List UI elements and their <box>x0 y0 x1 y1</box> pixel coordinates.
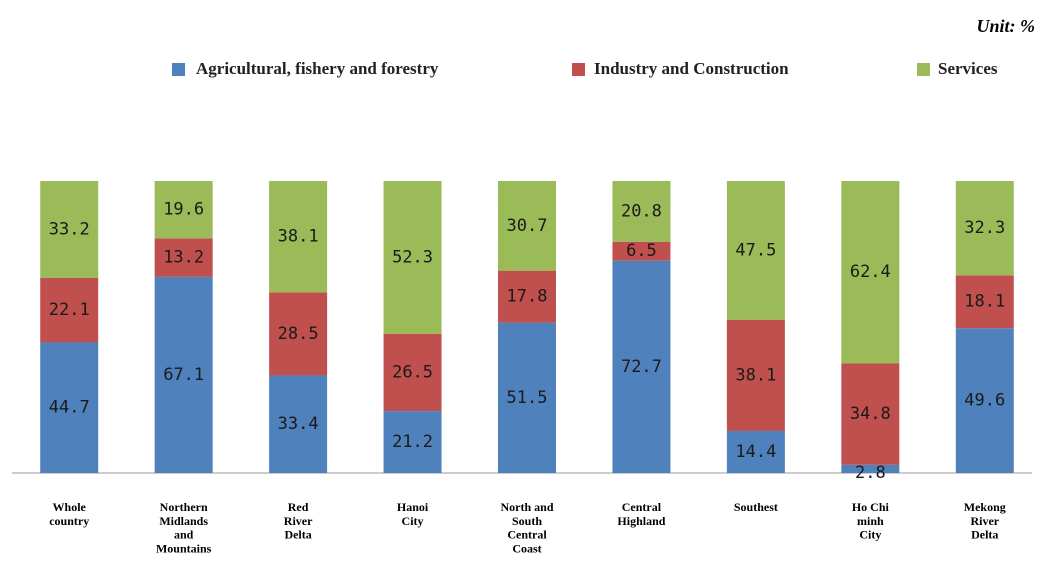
bar-segment <box>154 238 213 277</box>
value-label: 13.2 <box>163 248 204 268</box>
value-label: 26.5 <box>392 362 433 382</box>
x-tick-label: Central Highland <box>617 500 665 528</box>
bar-segment <box>383 411 442 473</box>
x-tick-label: Hanoi City <box>397 500 429 528</box>
value-label: 14.4 <box>735 442 776 462</box>
bar-segment <box>383 181 442 334</box>
value-label: 19.6 <box>163 200 204 220</box>
bar-segment <box>726 430 785 473</box>
bar-segment <box>841 181 900 364</box>
bar-segment <box>40 342 99 473</box>
x-tick-label: Ho Chi minh City <box>852 500 890 542</box>
bar-segment <box>269 181 328 293</box>
bar-segment <box>612 241 671 261</box>
value-label: 22.1 <box>49 300 90 320</box>
bar-segment <box>269 375 328 473</box>
value-label: 33.4 <box>278 414 319 434</box>
bar-segment <box>726 319 785 431</box>
value-label: 67.1 <box>163 365 204 385</box>
bar-segment <box>40 181 99 278</box>
bar-segment <box>40 277 99 343</box>
value-label: 49.6 <box>964 391 1005 411</box>
legend-label: Agricultural, fishery and forestry <box>196 59 439 78</box>
value-label: 21.2 <box>392 432 433 452</box>
bar-segment <box>154 181 213 239</box>
bar-segment <box>498 181 556 271</box>
bar-segment <box>383 333 442 412</box>
value-label: 52.3 <box>392 247 433 267</box>
bar-segment <box>841 464 900 473</box>
value-label: 33.2 <box>49 219 90 239</box>
x-tick-label: Whole country <box>49 500 89 528</box>
value-label: 17.8 <box>507 287 548 307</box>
value-label: 62.4 <box>850 262 891 282</box>
bar-segment <box>498 322 556 473</box>
bar-segment <box>154 276 213 473</box>
value-label: 72.7 <box>621 357 662 377</box>
legend-label: Services <box>938 59 998 78</box>
legend-swatch <box>572 63 585 76</box>
x-tick-label: Southest <box>734 500 778 514</box>
bar-segment <box>269 292 328 376</box>
value-label: 2.8 <box>855 463 886 483</box>
legend-swatch <box>917 63 930 76</box>
value-label: 47.5 <box>735 240 776 260</box>
value-label: 32.3 <box>964 218 1005 238</box>
bar-segment <box>498 270 556 323</box>
x-tick-label: Northern Midlands and Mountains <box>156 500 212 555</box>
bar-segment <box>955 275 1014 329</box>
value-label: 20.8 <box>621 201 662 221</box>
value-label: 30.7 <box>507 216 548 236</box>
value-label: 38.1 <box>278 227 319 247</box>
legend-swatch <box>172 63 185 76</box>
bar-segment <box>612 181 671 242</box>
bar-segment <box>955 181 1014 276</box>
bar-segment <box>726 181 785 320</box>
value-label: 38.1 <box>735 365 776 385</box>
legend-label: Industry and Construction <box>594 59 789 78</box>
value-label: 18.1 <box>964 292 1005 312</box>
value-label: 34.8 <box>850 404 891 424</box>
bar-segment <box>955 328 1014 473</box>
value-label: 51.5 <box>507 388 548 408</box>
bar-segment <box>841 363 900 465</box>
x-tick-label: North and South Central Coast <box>500 500 553 555</box>
unit-label: Unit: % <box>977 16 1036 36</box>
value-label: 28.5 <box>278 324 319 344</box>
bar-segment <box>612 260 671 473</box>
x-tick-label: Red River Delta <box>284 500 313 542</box>
x-tick-label: Mekong River Delta <box>964 500 1006 542</box>
value-label: 6.5 <box>626 241 657 261</box>
value-label: 44.7 <box>49 398 90 418</box>
